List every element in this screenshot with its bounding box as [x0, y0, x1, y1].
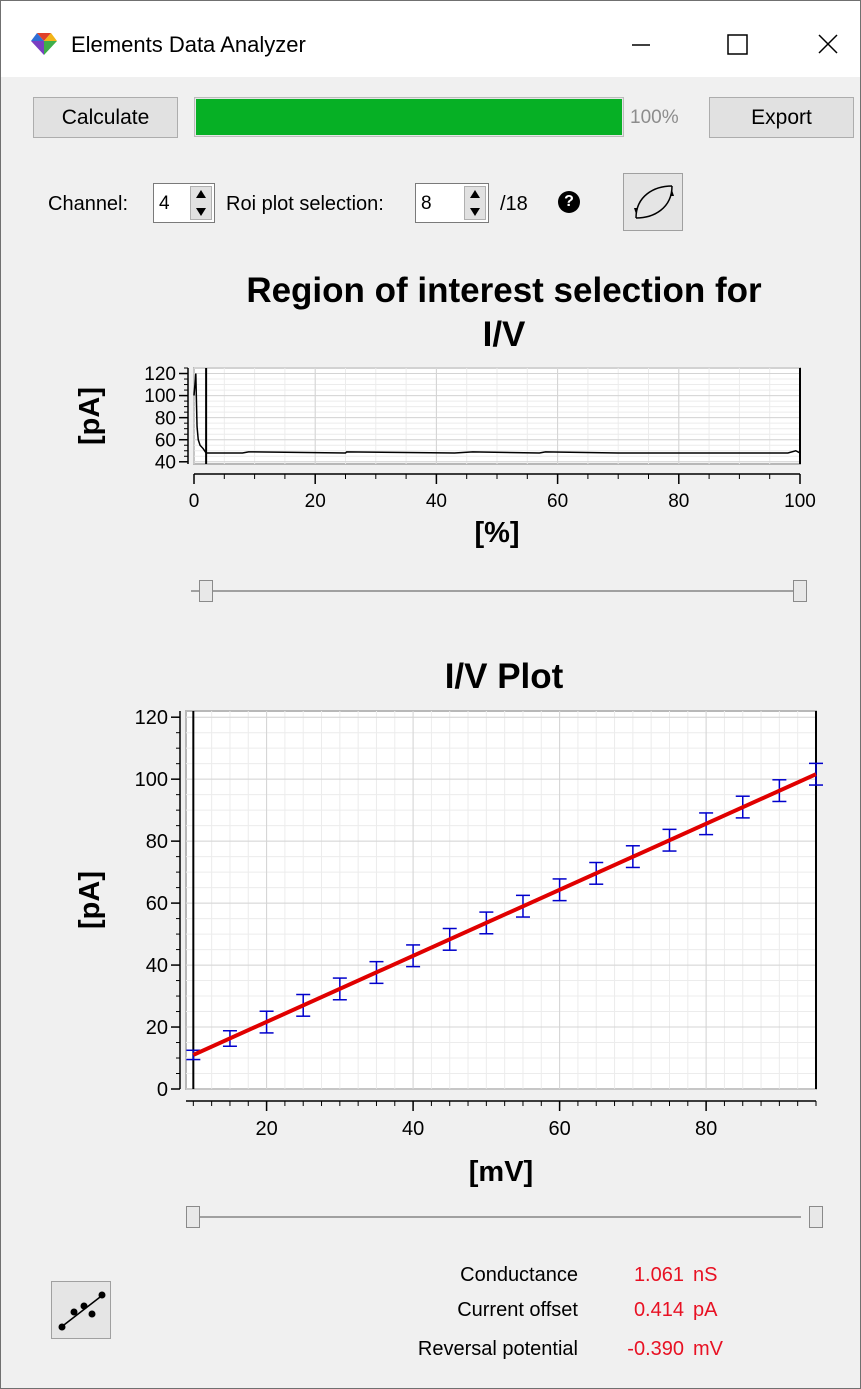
plot-area	[185, 710, 817, 1090]
progress-fill	[196, 99, 622, 135]
scatter-fit-icon	[58, 1291, 106, 1331]
channel-value: 4	[159, 193, 170, 214]
roi-slider-handle-low[interactable]	[199, 580, 214, 602]
progress-text: 100%	[630, 107, 679, 128]
y-tick-label: 100	[135, 769, 168, 791]
arrow-up-icon[interactable]	[470, 190, 480, 198]
hysteresis-toggle-button[interactable]	[623, 173, 683, 231]
reversal-potential-value: -0.390	[627, 1338, 684, 1360]
channel-stepper[interactable]	[190, 186, 212, 220]
series-line	[193, 373, 801, 454]
roi-chart-title: Region of interest selection for I/V	[196, 269, 812, 357]
x-axis-title: [%]	[474, 517, 519, 549]
export-button[interactable]: Export	[709, 97, 854, 138]
close-icon	[818, 34, 838, 54]
app-logo-icon	[31, 33, 57, 55]
minimize-icon	[632, 44, 650, 46]
arrow-down-icon[interactable]	[470, 208, 480, 216]
current-offset-label: Current offset	[457, 1299, 578, 1321]
y-tick-label: 20	[146, 1017, 168, 1039]
x-tick-label: 100	[784, 491, 816, 512]
x-tick-label: 80	[695, 1118, 717, 1140]
channel-spinbox[interactable]: 4	[153, 183, 215, 223]
conductance-label: Conductance	[460, 1264, 578, 1286]
linear-fit-button[interactable]	[51, 1281, 111, 1339]
current-offset-unit: pA	[693, 1299, 718, 1321]
roi-slider-handle-high[interactable]	[793, 580, 807, 602]
roi-selection-spinbox[interactable]: 8	[415, 183, 489, 223]
y-tick-label: 0	[157, 1079, 168, 1101]
iv-slider-handle-high[interactable]	[809, 1206, 823, 1228]
channel-label: Channel:	[48, 193, 129, 215]
y-axis-title: [pA]	[74, 387, 106, 445]
x-tick-label: 40	[426, 491, 447, 512]
iv-slider-handle-low[interactable]	[186, 1206, 201, 1228]
x-tick-label: 80	[668, 491, 689, 512]
y-tick-label: 100	[144, 386, 176, 407]
iv-range-slider[interactable]	[186, 1206, 823, 1228]
arrow-down-icon[interactable]	[196, 208, 206, 216]
x-tick-label: 0	[189, 491, 200, 512]
roi-stepper[interactable]	[464, 186, 486, 220]
close-button[interactable]	[803, 19, 853, 69]
help-icon[interactable]: ?	[558, 191, 580, 213]
x-tick-label: 60	[547, 491, 568, 512]
window-title: Elements Data Analyzer	[71, 32, 306, 57]
y-tick-label: 120	[144, 364, 176, 385]
x-tick-label: 60	[548, 1118, 570, 1140]
roi-range-slider[interactable]	[191, 580, 807, 602]
y-tick-label: 60	[155, 430, 176, 451]
y-tick-label: 40	[155, 452, 176, 473]
reversal-potential-label: Reversal potential	[417, 1338, 578, 1360]
slider-track	[191, 590, 801, 592]
minimize-button[interactable]	[615, 19, 665, 69]
y-tick-label: 80	[146, 831, 168, 853]
y-axis-title: [pA]	[74, 871, 106, 929]
x-axis-title: [mV]	[469, 1156, 533, 1188]
reversal-potential-unit: mV	[693, 1338, 723, 1360]
calculate-button[interactable]: Calculate	[33, 97, 178, 138]
fit-line	[192, 772, 817, 1057]
conductance-value: 1.061	[633, 1264, 684, 1286]
slider-track	[186, 1216, 801, 1218]
maximize-icon	[727, 34, 748, 55]
hysteresis-loop-icon	[634, 185, 674, 219]
roi-selection-value: 8	[421, 193, 432, 214]
y-tick-label: 120	[135, 707, 168, 729]
current-offset-value: 0.414	[633, 1299, 684, 1321]
x-tick-label: 40	[402, 1118, 424, 1140]
y-tick-label: 40	[146, 955, 168, 977]
iv-chart-title: I/V Plot	[444, 657, 564, 696]
y-tick-label: 60	[146, 893, 168, 915]
roi-chart-title-line-1: Region of interest selection for	[246, 271, 762, 310]
progress-bar	[194, 97, 624, 137]
roi-total: /18	[500, 193, 528, 215]
arrow-up-icon[interactable]	[196, 190, 206, 198]
maximize-button[interactable]	[713, 19, 763, 69]
iv-chart: 0 20 40 60 80 100 120 20 40 60 80 [mV] [pA]	[74, 707, 823, 1188]
roi-chart-title-line-2: I/V	[482, 315, 526, 354]
title-bar: Elements Data Analyzer	[1, 1, 860, 77]
conductance-unit: nS	[693, 1264, 718, 1286]
x-tick-label: 20	[255, 1118, 277, 1140]
x-tick-label: 20	[305, 491, 326, 512]
roi-selection-label: Roi plot selection:	[226, 193, 384, 215]
y-tick-label: 80	[155, 408, 176, 429]
